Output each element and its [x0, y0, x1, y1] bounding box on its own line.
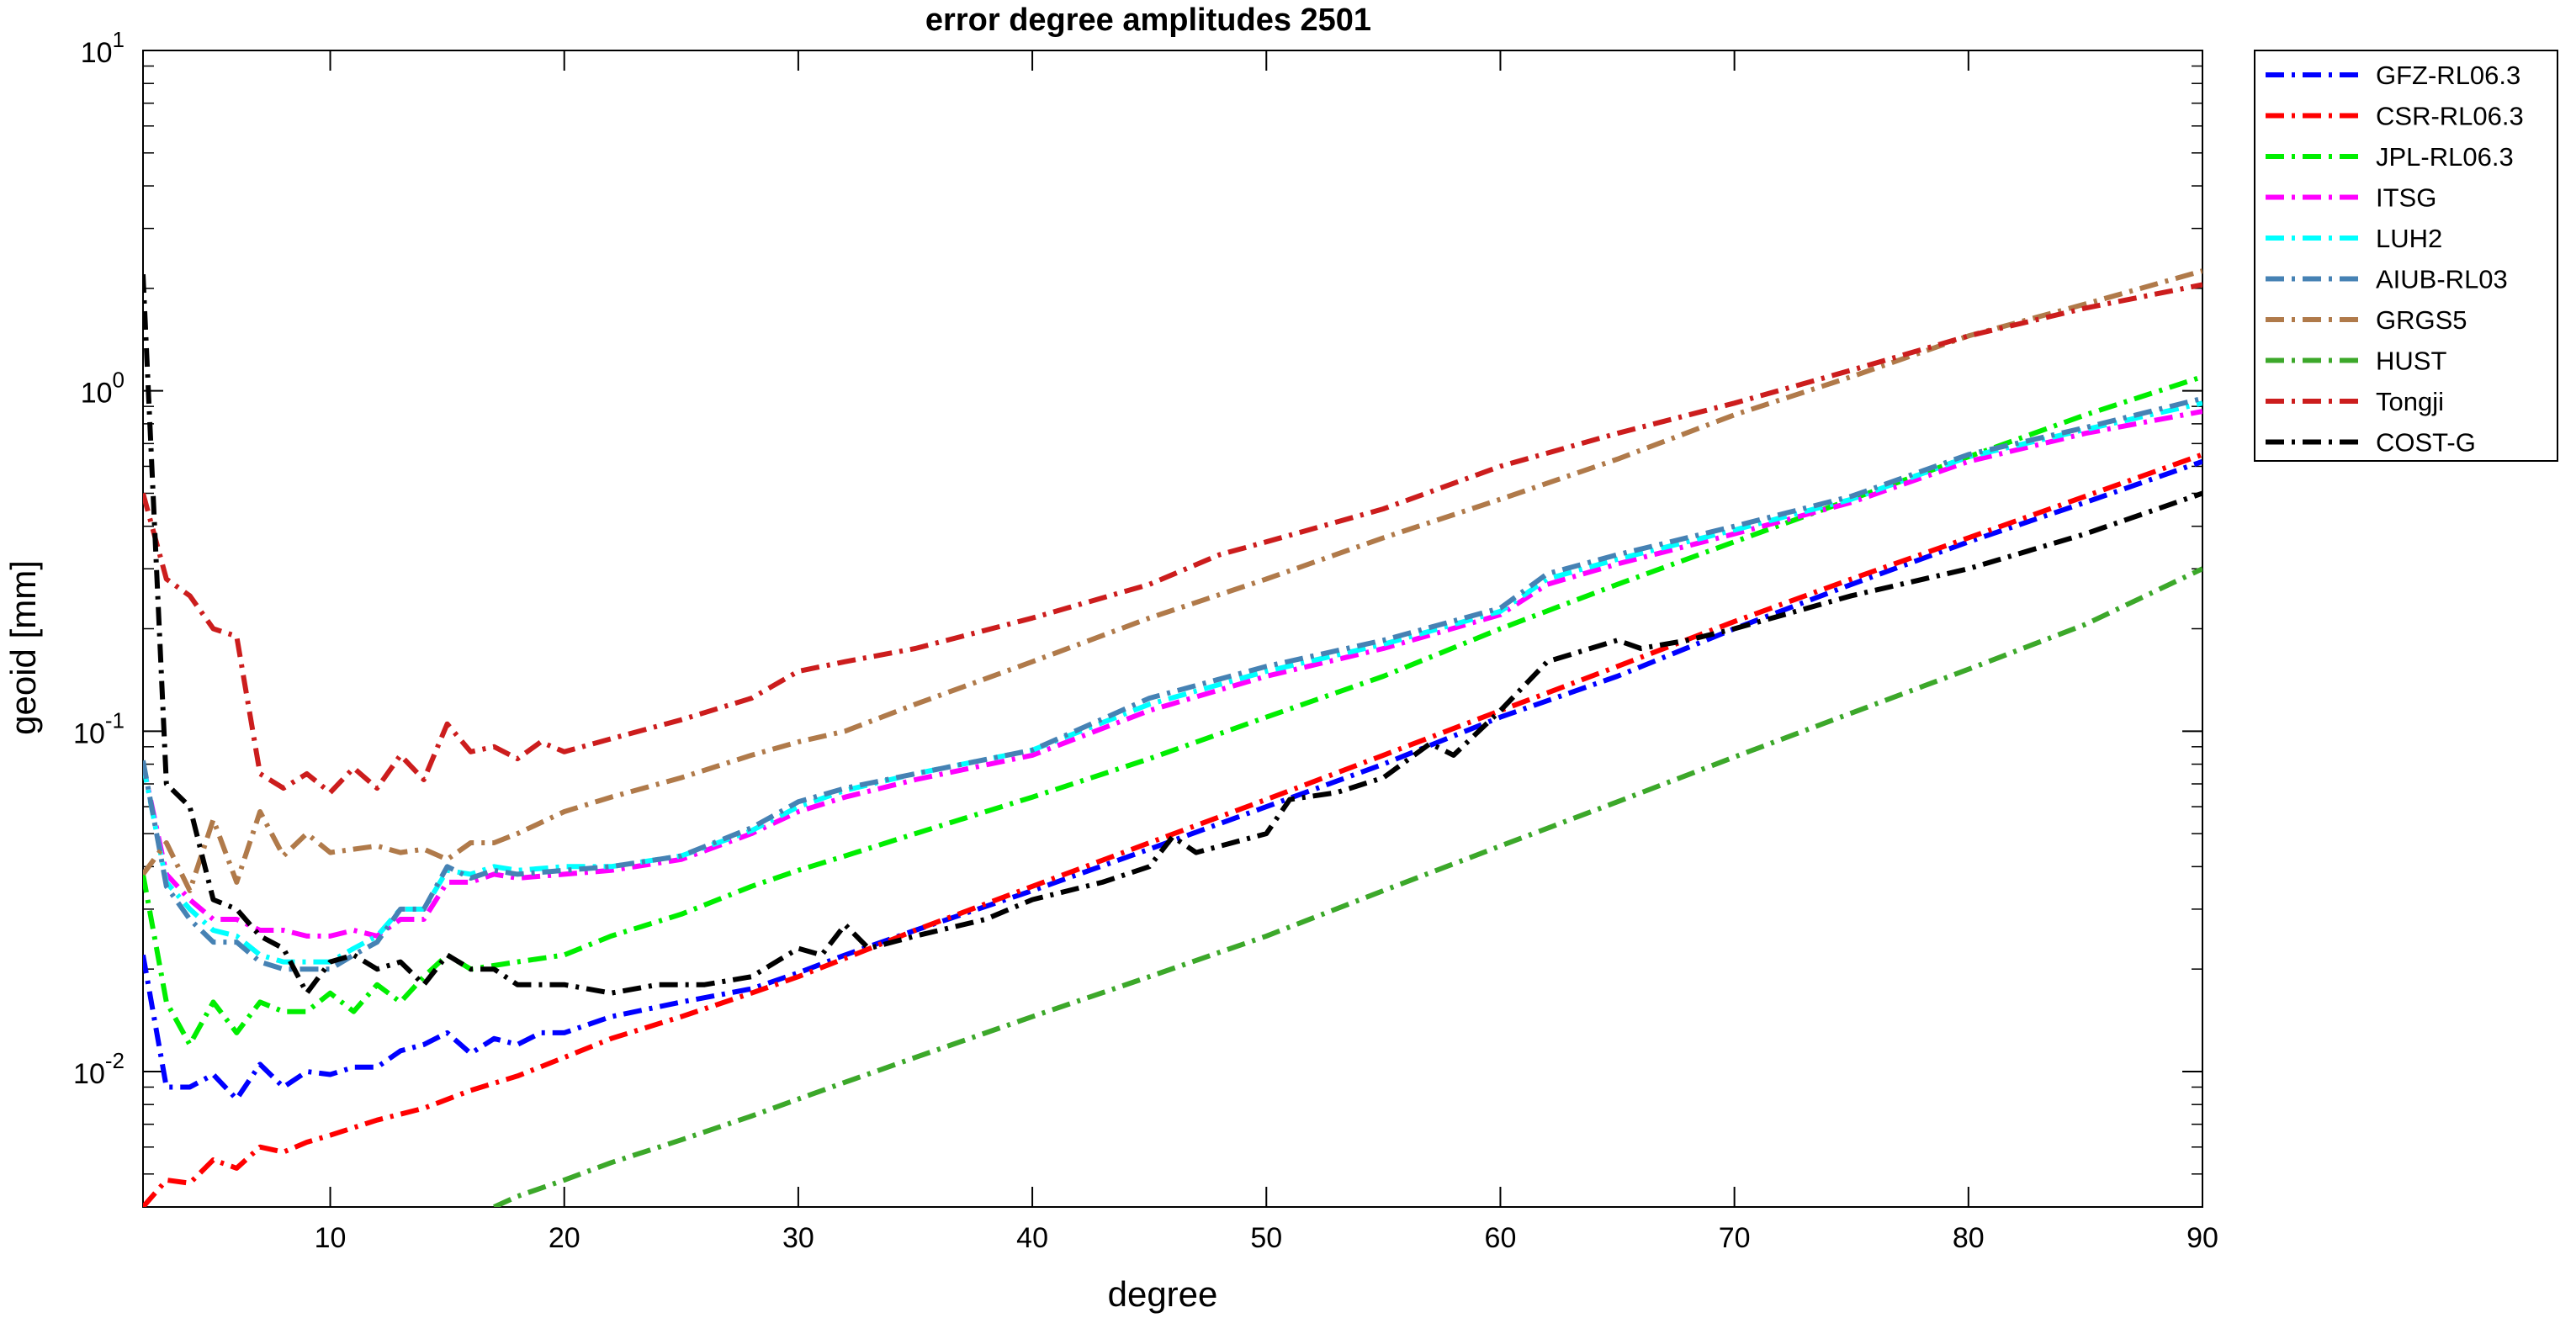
- y-tick-label: 101: [81, 27, 125, 69]
- y-tick-label: 100: [81, 368, 125, 410]
- series-line-luh2: [143, 400, 2202, 965]
- legend-item-csr-rl06-3[interactable]: CSR-RL06.3: [2266, 102, 2524, 131]
- legend-item-tongji[interactable]: Tongji: [2266, 387, 2444, 416]
- legend-label: ITSG: [2376, 183, 2436, 213]
- y-tick-label: 10-2: [73, 1048, 125, 1090]
- legend-item-cost-g[interactable]: COST-G: [2266, 428, 2476, 458]
- x-tick-label: 40: [1016, 1222, 1048, 1254]
- series-lines: [143, 268, 2202, 1207]
- series-line-hust: [493, 566, 2202, 1207]
- legend-item-gfz-rl06-3[interactable]: GFZ-RL06.3: [2266, 61, 2520, 90]
- y-axis-label: geoid [mm]: [3, 560, 43, 735]
- x-tick-label: 70: [1719, 1222, 1751, 1254]
- series-line-csr-rl06-3: [143, 452, 2202, 1207]
- x-axis-label: degree: [1108, 1274, 1218, 1314]
- chart-title: error degree amplitudes 2501: [925, 3, 1371, 38]
- series-line-tongji: [143, 282, 2202, 796]
- legend-label: CSR-RL06.3: [2376, 102, 2524, 131]
- x-tick-label: 10: [315, 1222, 347, 1254]
- series-line-gfz-rl06-3: [143, 458, 2202, 1102]
- plot-area: [142, 50, 2203, 1208]
- legend-item-jpl-rl06-3[interactable]: JPL-RL06.3: [2266, 142, 2514, 172]
- x-tick-label: 20: [549, 1222, 580, 1254]
- legend-label: Tongji: [2376, 387, 2444, 416]
- legend[interactable]: GFZ-RL06.3 CSR-RL06.3 JPL-RL06.3 ITSG LUH2 AI…: [2254, 50, 2558, 462]
- legend-item-aiub-rl03[interactable]: AIUB-RL03: [2266, 265, 2508, 294]
- series-line-jpl-rl06-3: [143, 374, 2202, 1047]
- legend-entries: GFZ-RL06.3 CSR-RL06.3 JPL-RL06.3 ITSG LUH2 AI…: [2266, 61, 2524, 458]
- legend-item-grgs5[interactable]: GRGS5: [2266, 305, 2467, 335]
- y-tick-label: 10-1: [73, 707, 125, 749]
- x-tick-label: 50: [1250, 1222, 1282, 1254]
- legend-item-itsg[interactable]: ITSG: [2266, 183, 2436, 213]
- legend-label: GRGS5: [2376, 305, 2467, 335]
- x-tick-label: 60: [1485, 1222, 1517, 1254]
- legend-item-luh2[interactable]: LUH2: [2266, 224, 2442, 253]
- plot-frame: [142, 50, 2203, 1208]
- series-line-aiub-rl03: [143, 395, 2202, 972]
- legend-label: COST-G: [2376, 428, 2476, 458]
- legend-label: GFZ-RL06.3: [2376, 61, 2520, 90]
- legend-label: LUH2: [2376, 224, 2442, 253]
- x-tick-label: 90: [2186, 1222, 2218, 1254]
- series-line-itsg: [143, 409, 2202, 939]
- x-tick-label: 30: [782, 1222, 814, 1254]
- legend-label: AIUB-RL03: [2376, 265, 2508, 294]
- legend-label: HUST: [2376, 347, 2446, 376]
- tick-labels: 10 20 30 40 50 60 70 80 90 10-2 10-1 100 101: [73, 27, 2218, 1254]
- axis-ticks: [143, 50, 2203, 1207]
- series-line-cost-g: [143, 273, 2202, 996]
- legend-box: [2254, 50, 2558, 462]
- x-tick-label: 80: [1953, 1222, 1985, 1254]
- legend-item-hust[interactable]: HUST: [2266, 347, 2446, 376]
- legend-label: JPL-RL06.3: [2376, 142, 2514, 172]
- series-line-grgs5: [143, 268, 2202, 893]
